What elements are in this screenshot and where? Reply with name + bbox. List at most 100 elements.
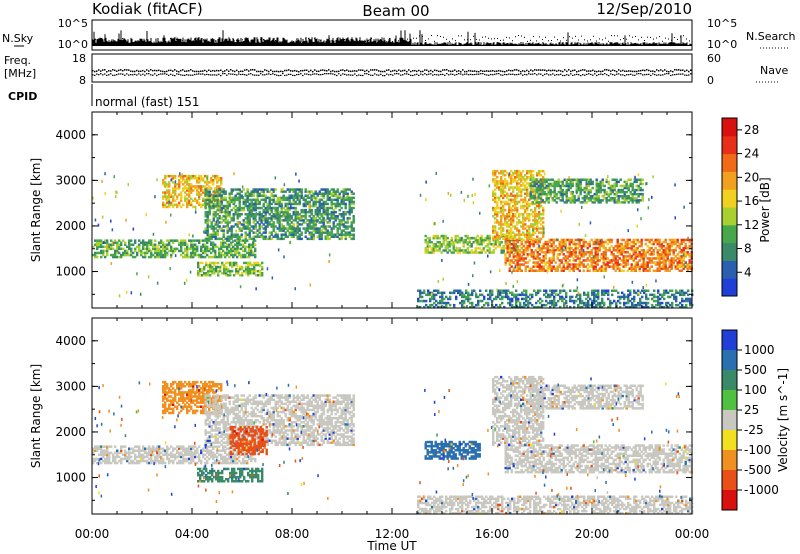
data-cell — [318, 210, 321, 214]
data-cell — [545, 291, 548, 295]
data-cell — [237, 267, 240, 271]
data-cell — [546, 249, 549, 252]
data-cell — [270, 217, 273, 220]
data-cell — [446, 243, 449, 246]
data-cell — [596, 240, 599, 244]
data-cell — [197, 261, 200, 265]
data-cell — [338, 237, 341, 241]
freq-point — [524, 70, 526, 73]
data-cell — [511, 293, 514, 297]
data-cell — [423, 305, 426, 309]
data-cell — [474, 251, 477, 254]
data-cell — [138, 243, 141, 246]
data-cell — [244, 200, 247, 204]
data-cell — [647, 305, 650, 309]
data-cell — [250, 202, 253, 206]
data-cell — [508, 245, 511, 248]
nave-point — [328, 73, 330, 75]
freq-point — [560, 70, 562, 72]
data-cell — [234, 247, 237, 251]
data-cell — [192, 189, 195, 192]
data-cell — [518, 259, 521, 262]
data-cell — [180, 199, 183, 202]
data-cell — [683, 305, 686, 309]
data-cell — [516, 267, 519, 270]
data-cell — [330, 235, 333, 238]
data-cell — [166, 253, 169, 257]
data-cell — [230, 229, 233, 232]
data-cell — [665, 289, 668, 292]
data-cell — [568, 249, 571, 252]
data-cell — [272, 188, 275, 191]
data-cell — [645, 305, 648, 309]
data-cell — [174, 177, 177, 180]
data-cell — [225, 272, 228, 275]
data-cell — [348, 210, 351, 214]
data-cell — [583, 303, 586, 307]
data-cell — [176, 195, 179, 198]
data-cell — [560, 267, 563, 270]
data-cell — [274, 194, 277, 197]
data-cell — [653, 305, 656, 309]
data-cell — [168, 195, 171, 198]
data-cell — [96, 241, 99, 244]
data-cell — [320, 188, 323, 191]
nave-point — [558, 74, 560, 76]
data-cell — [468, 238, 471, 242]
data-cell — [200, 185, 203, 188]
data-cell — [212, 249, 215, 253]
data-cell — [244, 192, 247, 195]
data-cell — [236, 213, 239, 216]
data-cell — [540, 267, 543, 270]
data-cell — [438, 245, 441, 248]
data-cell — [194, 249, 197, 253]
data-cell — [518, 255, 521, 258]
data-cell — [601, 289, 604, 292]
data-cell — [466, 241, 469, 244]
data-cell — [274, 213, 277, 216]
data-cell — [296, 223, 299, 226]
data-cell — [164, 195, 167, 198]
data-cell — [238, 235, 241, 238]
data-cell — [216, 229, 219, 232]
data-cell — [550, 238, 553, 242]
data-cell — [296, 215, 299, 218]
nave-point — [374, 73, 376, 75]
data-cell — [469, 305, 472, 309]
data-cell — [483, 303, 486, 307]
freq-point — [392, 70, 394, 72]
data-cell — [444, 236, 447, 240]
nave-point — [100, 73, 102, 75]
data-cell — [286, 219, 289, 222]
data-cell — [574, 259, 577, 262]
data-cell — [172, 247, 175, 251]
data-cell — [524, 249, 527, 252]
data-cell — [248, 221, 251, 224]
data-cell — [545, 289, 548, 292]
data-cell — [224, 190, 227, 193]
data-cell — [597, 301, 600, 305]
freq-point — [688, 70, 690, 73]
data-cell — [514, 249, 517, 252]
data-cell — [280, 215, 283, 218]
data-cell — [478, 247, 481, 250]
data-cell — [208, 202, 211, 206]
data-cell — [501, 295, 504, 299]
data-cell — [200, 205, 203, 209]
data-cell — [504, 236, 507, 240]
data-cell — [479, 299, 482, 303]
data-cell — [223, 269, 226, 273]
data-cell — [230, 243, 233, 246]
data-cell — [236, 198, 239, 202]
data-cell — [518, 244, 521, 248]
data-cell — [588, 269, 591, 272]
data-cell — [548, 261, 551, 264]
data-cell — [320, 204, 323, 208]
freq-point — [566, 70, 568, 73]
data-cell — [211, 265, 214, 269]
data-cell — [570, 253, 573, 256]
data-cell — [342, 229, 345, 232]
data-cell — [248, 231, 251, 234]
data-cell — [218, 227, 221, 230]
freq-point — [214, 70, 216, 72]
